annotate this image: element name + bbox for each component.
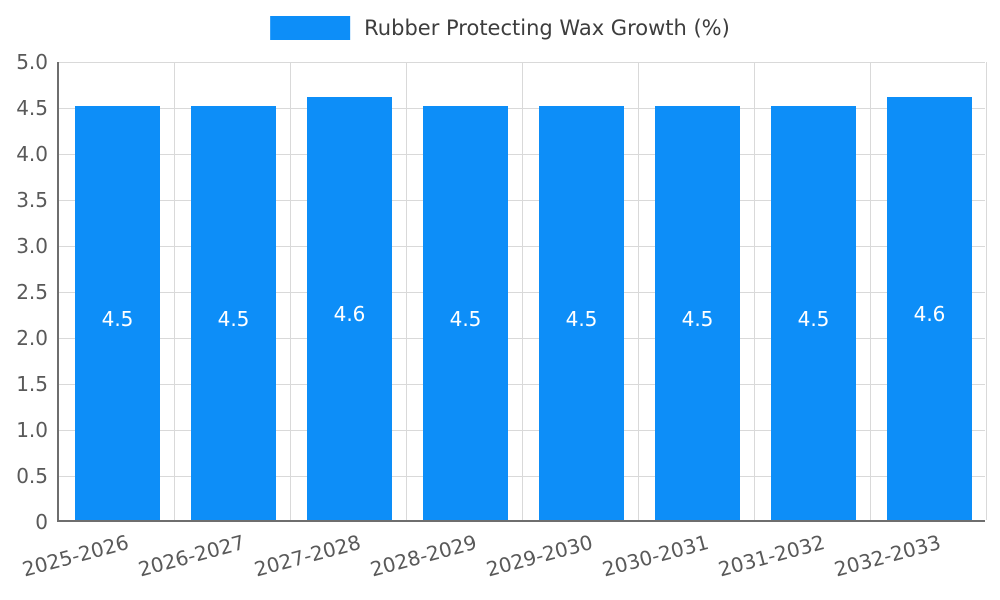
x-axis-tick-label: 2027-2028 bbox=[251, 530, 364, 582]
x-axis-tick-label: 2026-2027 bbox=[135, 530, 248, 582]
y-axis-tick-label: 1.0 bbox=[16, 418, 48, 442]
bar-value-label: 4.5 bbox=[101, 306, 134, 331]
y-axis-tick-label: 4.0 bbox=[16, 142, 48, 166]
v-gridline bbox=[870, 62, 871, 520]
v-gridline bbox=[754, 62, 755, 520]
x-axis-tick-label: 2031-2032 bbox=[715, 530, 828, 582]
bar: 4.6 bbox=[307, 97, 392, 520]
bar: 4.5 bbox=[655, 106, 740, 520]
bar: 4.5 bbox=[191, 106, 276, 520]
x-axis-tick-label: 2030-2031 bbox=[599, 530, 712, 582]
y-axis-tick-label: 2.0 bbox=[16, 326, 48, 350]
v-gridline bbox=[290, 62, 291, 520]
chart-title: Rubber Protecting Wax Growth (%) bbox=[364, 16, 730, 40]
v-gridline bbox=[174, 62, 175, 520]
y-axis-tick-label: 1.5 bbox=[16, 372, 48, 396]
y-axis-tick-label: 3.5 bbox=[16, 188, 48, 212]
bar-value-label: 4.6 bbox=[333, 302, 366, 327]
bar-value-label: 4.5 bbox=[681, 306, 714, 331]
legend: Rubber Protecting Wax Growth (%) bbox=[270, 16, 730, 40]
bar: 4.6 bbox=[887, 97, 972, 520]
x-axis-tick-label: 2029-2030 bbox=[483, 530, 596, 582]
bar: 4.5 bbox=[771, 106, 856, 520]
plot-area: 4.5 4.5 4.6 4.5 4.5 4.5 4.5 4.6 bbox=[57, 62, 987, 522]
v-gridline bbox=[522, 62, 523, 520]
bar-value-label: 4.5 bbox=[217, 306, 250, 331]
x-axis-tick-label: 2032-2033 bbox=[831, 530, 944, 582]
bar-value-label: 4.5 bbox=[449, 306, 482, 331]
bar: 4.5 bbox=[423, 106, 508, 520]
y-axis-tick-label: 5.0 bbox=[16, 50, 48, 74]
y-axis-tick-label: 0.5 bbox=[16, 464, 48, 488]
y-axis-tick-label: 3.0 bbox=[16, 234, 48, 258]
bar-value-label: 4.5 bbox=[797, 306, 830, 331]
v-gridline bbox=[986, 62, 987, 520]
bar-value-label: 4.6 bbox=[913, 302, 946, 327]
bar: 4.5 bbox=[75, 106, 160, 520]
bar-value-label: 4.5 bbox=[565, 306, 598, 331]
y-axis-tick-label: 2.5 bbox=[16, 280, 48, 304]
bar: 4.5 bbox=[539, 106, 624, 520]
v-gridline bbox=[638, 62, 639, 520]
y-axis-tick-label: 0 bbox=[35, 510, 48, 534]
x-axis-tick-label: 2025-2026 bbox=[19, 530, 132, 582]
y-axis-tick-label: 4.5 bbox=[16, 96, 48, 120]
v-gridline bbox=[406, 62, 407, 520]
legend-swatch bbox=[270, 16, 351, 40]
x-axis-tick-label: 2028-2029 bbox=[367, 530, 480, 582]
